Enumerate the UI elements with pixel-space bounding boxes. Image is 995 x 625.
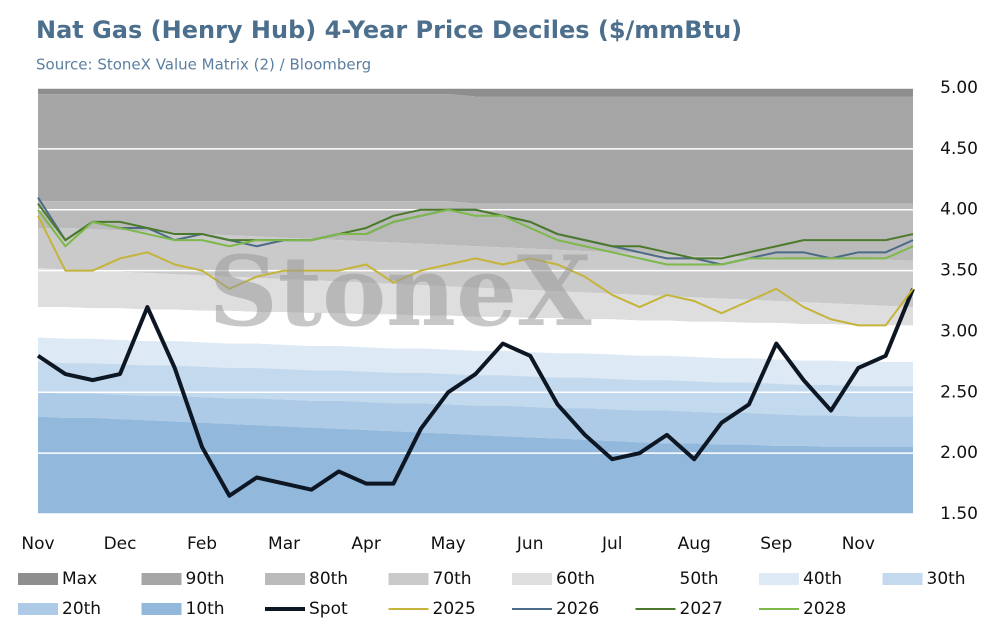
decile-band: [38, 392, 913, 448]
x-tick-label: Apr: [351, 534, 380, 554]
decile-band: [38, 416, 913, 514]
legend-label: 30th: [927, 569, 966, 589]
x-tick-label: Mar: [268, 534, 300, 554]
decile-band: [38, 227, 913, 308]
x-tick-label: Aug: [678, 534, 711, 554]
legend-label: 80th: [309, 569, 348, 589]
legend-swatch: [388, 573, 429, 585]
plot-area: [36, 87, 918, 515]
legend-swatch: [141, 603, 182, 615]
x-tick-label: Nov: [842, 534, 875, 554]
legend-label: 2025: [433, 599, 476, 619]
legend-swatch: [18, 573, 58, 585]
y-tick-label: 1.50: [940, 504, 978, 524]
series-line: [37, 203, 914, 260]
series-line: [37, 215, 914, 327]
x-tick-label: Sep: [760, 534, 792, 554]
legend-label: 2026: [556, 599, 599, 619]
legend-label: 2028: [803, 599, 846, 619]
legend-label: 70th: [433, 569, 472, 589]
x-tick-label: Feb: [187, 534, 217, 554]
legend-label: 40th: [803, 569, 842, 589]
legend-swatch: [512, 573, 552, 585]
chart-title: Nat Gas (Henry Hub) 4-Year Price Deciles…: [36, 16, 742, 44]
decile-band: [38, 361, 913, 417]
legend-swatch: [882, 573, 923, 585]
legend-label: 10th: [186, 599, 225, 619]
decile-band: [38, 201, 913, 261]
y-tick-label: 3.00: [940, 321, 978, 341]
x-tick-label: Dec: [104, 534, 137, 554]
legend-label: 60th: [556, 569, 595, 589]
legend-swatch: [635, 573, 676, 585]
watermark: StoneX: [208, 235, 592, 348]
series-line: [36, 288, 915, 498]
legend-label: 90th: [186, 569, 225, 589]
decile-band: [38, 88, 913, 97]
x-tick-label: Nov: [21, 534, 54, 554]
legend-label: 2027: [680, 599, 723, 619]
x-tick-label: Jul: [601, 534, 623, 554]
x-tick-label: May: [431, 534, 466, 554]
legend-label: Spot: [309, 599, 348, 619]
decile-band: [38, 307, 913, 362]
legend-swatch: [141, 573, 182, 585]
y-tick-label: 2.00: [940, 443, 978, 463]
y-tick-label: 3.50: [940, 261, 978, 281]
legend-swatch: [759, 573, 799, 585]
x-tick-label: Jun: [516, 534, 544, 554]
chart-subtitle: Source: StoneX Value Matrix (2) / Bloomb…: [36, 56, 371, 74]
legend-swatch: [265, 573, 305, 585]
legend-label: Max: [62, 569, 97, 589]
y-tick-label: 2.50: [940, 382, 978, 402]
decile-band: [38, 337, 913, 387]
series-line: [37, 208, 914, 266]
decile-band: [38, 268, 913, 326]
y-tick-label: 5.00: [940, 78, 978, 98]
y-tick-label: 4.50: [940, 139, 978, 159]
legend-swatch: [18, 603, 58, 615]
legend-label: 50th: [680, 569, 719, 589]
legend-label: 20th: [62, 599, 101, 619]
y-tick-label: 4.00: [940, 200, 978, 220]
